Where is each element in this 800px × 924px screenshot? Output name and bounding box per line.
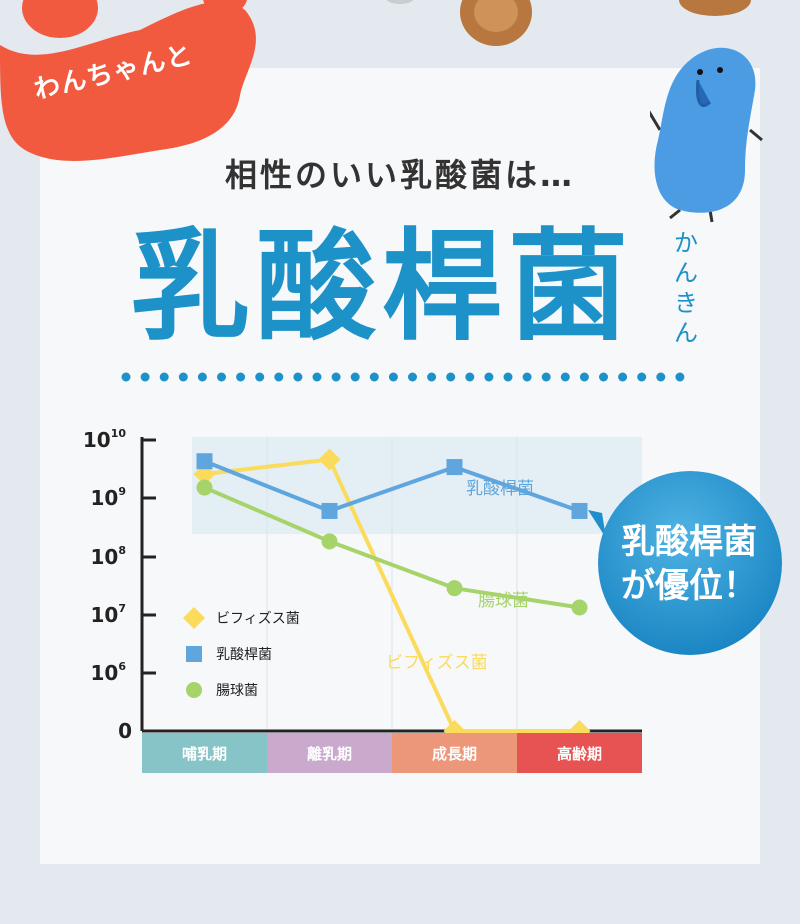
series-line bbox=[203, 485, 580, 610]
paw-decoration bbox=[386, 0, 751, 46]
category-label: 成長期 bbox=[432, 745, 477, 763]
legend-marker bbox=[186, 646, 202, 662]
callout-bubble bbox=[588, 471, 782, 655]
data-point bbox=[196, 479, 213, 496]
series-line bbox=[204, 457, 580, 733]
legend-label: 乳酸桿菌 bbox=[216, 647, 272, 663]
y-tick-label: 106 bbox=[91, 660, 127, 685]
data-point bbox=[318, 448, 341, 471]
legend-marker bbox=[186, 682, 202, 698]
category-label: 哺乳期 bbox=[182, 745, 227, 763]
category-label: 高齢期 bbox=[557, 745, 602, 763]
data-point bbox=[571, 502, 588, 519]
legend-label: 腸球菌 bbox=[216, 683, 258, 699]
paw-badge bbox=[0, 0, 256, 161]
category-bar bbox=[267, 733, 392, 773]
main-title: 乳酸桿菌 bbox=[130, 216, 634, 357]
inline-series-label: 腸球菌 bbox=[478, 591, 529, 611]
data-point bbox=[571, 599, 588, 616]
title-ruby: かんきん bbox=[674, 229, 698, 347]
category-bar bbox=[517, 733, 642, 773]
data-point bbox=[196, 453, 213, 470]
category-bar bbox=[142, 733, 267, 773]
legend-label: ビフィズス菌 bbox=[216, 611, 300, 627]
y-tick-label: 0 bbox=[118, 719, 132, 743]
series-line bbox=[203, 459, 581, 513]
callout-text: 乳酸桿菌 が優位！ bbox=[600, 520, 778, 608]
legend-marker bbox=[183, 607, 205, 629]
mascot-character bbox=[650, 47, 763, 223]
inline-series-label: 乳酸桿菌 bbox=[466, 479, 534, 499]
y-tick-label: 108 bbox=[91, 544, 127, 569]
category-bar bbox=[392, 733, 517, 773]
y-tick-label: 107 bbox=[91, 602, 127, 627]
category-label: 離乳期 bbox=[307, 745, 352, 763]
highlight-band bbox=[192, 437, 642, 534]
data-point bbox=[446, 459, 463, 476]
data-point bbox=[321, 502, 338, 519]
data-point bbox=[321, 533, 338, 550]
subtitle: 相性のいい乳酸菌は… bbox=[224, 156, 575, 194]
callout-line1: 乳酸桿菌 bbox=[621, 522, 757, 562]
dotted-divider bbox=[121, 372, 685, 382]
callout-line2: が優位！ bbox=[621, 566, 757, 606]
inline-series-label: ビフィズス菌 bbox=[386, 653, 488, 673]
y-tick-label: 109 bbox=[91, 485, 127, 510]
y-tick-label: 1010 bbox=[83, 427, 126, 452]
data-point bbox=[446, 580, 463, 597]
